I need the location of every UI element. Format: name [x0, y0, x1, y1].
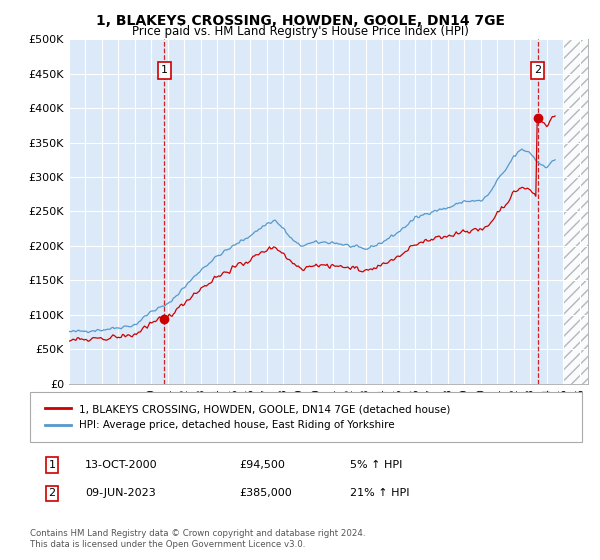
Text: 2: 2	[49, 488, 56, 498]
Text: Contains HM Land Registry data © Crown copyright and database right 2024.
This d: Contains HM Land Registry data © Crown c…	[30, 529, 365, 549]
Text: 5% ↑ HPI: 5% ↑ HPI	[350, 460, 403, 470]
Text: 09-JUN-2023: 09-JUN-2023	[85, 488, 156, 498]
Text: 2: 2	[534, 65, 541, 75]
Text: 13-OCT-2000: 13-OCT-2000	[85, 460, 158, 470]
Text: 21% ↑ HPI: 21% ↑ HPI	[350, 488, 410, 498]
Legend: 1, BLAKEYS CROSSING, HOWDEN, GOOLE, DN14 7GE (detached house), HPI: Average pric: 1, BLAKEYS CROSSING, HOWDEN, GOOLE, DN14…	[41, 400, 455, 435]
Text: £94,500: £94,500	[240, 460, 286, 470]
Text: Price paid vs. HM Land Registry's House Price Index (HPI): Price paid vs. HM Land Registry's House …	[131, 25, 469, 38]
Bar	[563, 39, 588, 384]
Text: 1: 1	[161, 65, 168, 75]
Text: £385,000: £385,000	[240, 488, 293, 498]
Text: 1: 1	[49, 460, 56, 470]
Text: 1, BLAKEYS CROSSING, HOWDEN, GOOLE, DN14 7GE: 1, BLAKEYS CROSSING, HOWDEN, GOOLE, DN14…	[95, 14, 505, 28]
FancyBboxPatch shape	[30, 392, 582, 442]
